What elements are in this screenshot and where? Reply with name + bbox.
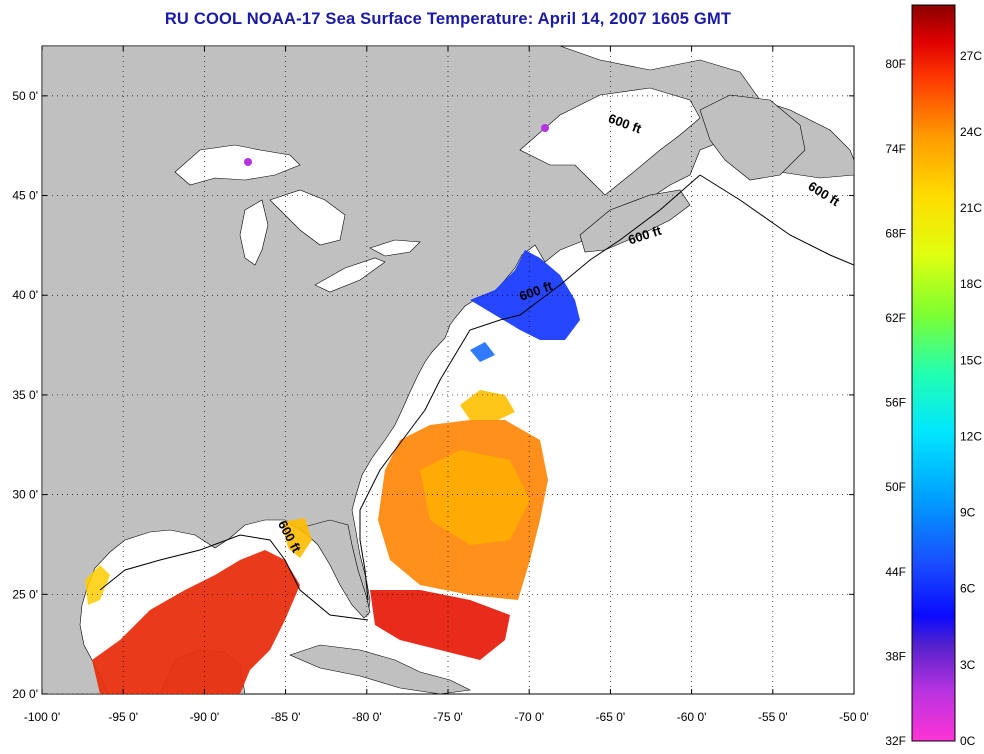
colorbar-c-label: 3C (960, 658, 976, 672)
sst-cold-patch-south (470, 342, 495, 362)
st-lawrence-river (519, 87, 701, 196)
colorbar (911, 4, 956, 742)
x-tick-label: -85 0' (271, 710, 301, 724)
lake-michigan (239, 199, 269, 266)
x-tick-label: -65 0' (596, 710, 626, 724)
sst-panhandle-warm (282, 518, 312, 558)
sst-florida-straits (370, 590, 510, 660)
colorbar-f-label: 44F (885, 565, 906, 579)
lake-erie (314, 257, 386, 293)
x-tick-label: -60 0' (677, 710, 707, 724)
lake-huron (269, 189, 346, 246)
contour-600ft (99, 174, 854, 621)
colorbar-f-label: 68F (885, 226, 906, 240)
y-tick-label: 50 0' (12, 89, 38, 103)
colorbar-f-label: 50F (885, 480, 906, 494)
y-axis-ticks: 20 0' 25 0' 30 0' 35 0' 40 0' 45 0' 50 0' (12, 89, 854, 701)
land-cuba (289, 644, 472, 694)
y-tick-label: 25 0' (12, 587, 38, 601)
sst-gulf-yellow-band (85, 565, 110, 605)
colorbar-c-label: 9C (960, 506, 976, 520)
sst-gulf-of-mexico (92, 550, 300, 694)
land-florida (299, 519, 371, 619)
x-tick-label: -100 0' (24, 710, 60, 724)
lake-superior (174, 144, 301, 186)
colorbar-c-label: 0C (960, 734, 976, 748)
x-tick-label: -75 0' (433, 710, 463, 724)
colorbar-c-label: 21C (960, 201, 982, 215)
y-tick-label: 30 0' (12, 488, 38, 502)
map-title: RU COOL NOAA-17 Sea Surface Temperature:… (164, 10, 732, 28)
colorbar-f-label: 74F (885, 142, 906, 156)
colorbar-f-label: 62F (885, 311, 906, 325)
sst-cold-shelf (470, 250, 580, 340)
x-axis-ticks: -100 0' -95 0' -90 0' -85 0' -80 0' -75 0' -70… (24, 46, 869, 724)
colorbar-c-label: 18C (960, 277, 982, 291)
colorbar-f-label: 56F (885, 396, 906, 410)
x-tick-label: -90 0' (190, 710, 220, 724)
colorbar-c-label: 27C (960, 49, 982, 63)
y-tick-label: 35 0' (12, 388, 38, 402)
x-tick-label: -95 0' (108, 710, 138, 724)
y-tick-label: 40 0' (12, 288, 38, 302)
colorbar-c-label: 24C (960, 125, 982, 139)
sst-north-warm-patch (460, 390, 515, 420)
colorbar-c-label: 12C (960, 429, 982, 443)
sst-gulf-stream-core (420, 450, 530, 545)
colorbar-f-label: 32F (885, 734, 906, 748)
colorbar-f-label: 80F (885, 57, 906, 71)
land-north-america (42, 46, 854, 694)
colorbar-c-label: 15C (960, 353, 982, 367)
colorbar-celsius-labels: 27C 24C 21C 18C 15C 12C 9C 6C 3C 0C (960, 49, 982, 748)
sst-lake-superior-cold (244, 158, 252, 166)
sst-st-lawrence-cold (541, 124, 549, 132)
x-tick-label: -50 0' (839, 710, 869, 724)
y-tick-label: 20 0' (12, 687, 38, 701)
x-tick-label: -70 0' (514, 710, 544, 724)
colorbar-fahrenheit-labels: 80F 74F 68F 62F 56F 50F 44F 38F 32F (885, 57, 906, 748)
graticule-grid (42, 46, 854, 694)
lake-ontario (369, 239, 421, 257)
x-tick-label: -80 0' (352, 710, 382, 724)
x-tick-label: -55 0' (758, 710, 788, 724)
land-nova-scotia (579, 189, 691, 253)
colorbar-c-label: 6C (960, 582, 976, 596)
land-newfoundland (699, 94, 806, 181)
y-tick-label: 45 0' (12, 189, 38, 203)
colorbar-f-label: 38F (885, 649, 906, 663)
